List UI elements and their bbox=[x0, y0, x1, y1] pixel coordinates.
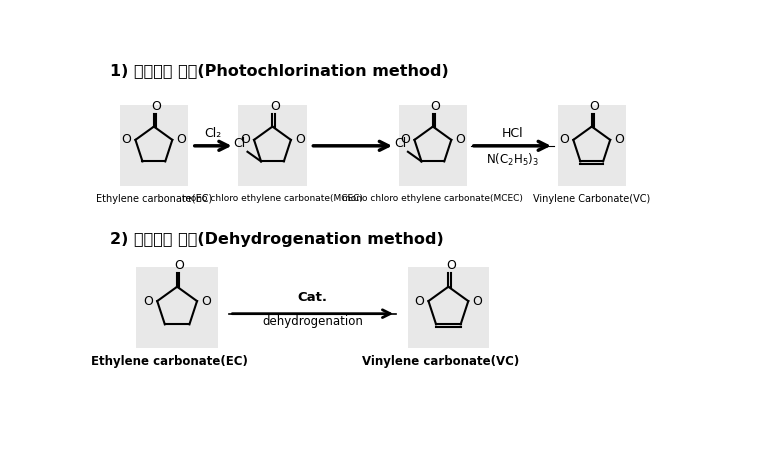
Text: O: O bbox=[143, 294, 153, 308]
Text: O: O bbox=[401, 133, 411, 147]
Text: N(C$_2$H$_5$)$_3$: N(C$_2$H$_5$)$_3$ bbox=[486, 152, 538, 168]
Text: O: O bbox=[270, 99, 280, 113]
Text: O: O bbox=[455, 133, 465, 147]
FancyBboxPatch shape bbox=[558, 105, 626, 186]
Text: O: O bbox=[446, 259, 456, 272]
FancyBboxPatch shape bbox=[119, 105, 188, 186]
Text: 1) 기존기술 공법(Photochlorination method): 1) 기존기술 공법(Photochlorination method) bbox=[110, 63, 448, 78]
Text: dehydrogenation: dehydrogenation bbox=[262, 315, 363, 328]
Text: Ethylene carbonate(EC): Ethylene carbonate(EC) bbox=[96, 194, 212, 203]
Text: 2) 신청기술 공법(Dehydrogenation method): 2) 신청기술 공법(Dehydrogenation method) bbox=[110, 232, 444, 247]
Text: O: O bbox=[201, 294, 211, 308]
Text: O: O bbox=[414, 294, 424, 308]
Text: HCl: HCl bbox=[502, 127, 523, 140]
Text: Vinylene Carbonate(VC): Vinylene Carbonate(VC) bbox=[533, 194, 650, 203]
Text: mono chloro ethylene carbonate(MCEC): mono chloro ethylene carbonate(MCEC) bbox=[182, 194, 363, 202]
Text: Cl: Cl bbox=[234, 137, 246, 150]
Text: O: O bbox=[176, 133, 186, 147]
Text: O: O bbox=[614, 133, 624, 147]
Text: O: O bbox=[151, 99, 161, 113]
Text: O: O bbox=[472, 294, 482, 308]
Text: Cat.: Cat. bbox=[298, 291, 328, 304]
Text: O: O bbox=[241, 133, 250, 147]
Text: O: O bbox=[589, 99, 599, 113]
Text: Cl: Cl bbox=[394, 137, 407, 150]
FancyBboxPatch shape bbox=[136, 267, 218, 348]
Text: O: O bbox=[560, 133, 569, 147]
Text: O: O bbox=[430, 99, 440, 113]
Text: O: O bbox=[175, 259, 185, 272]
Text: mono chloro ethylene carbonate(MCEC): mono chloro ethylene carbonate(MCEC) bbox=[342, 194, 523, 202]
Text: Cl₂: Cl₂ bbox=[205, 127, 222, 140]
FancyBboxPatch shape bbox=[238, 105, 306, 186]
FancyBboxPatch shape bbox=[408, 267, 489, 348]
Text: Ethylene carbonate(EC): Ethylene carbonate(EC) bbox=[91, 355, 248, 368]
FancyBboxPatch shape bbox=[399, 105, 467, 186]
Text: Vinylene carbonate(VC): Vinylene carbonate(VC) bbox=[362, 355, 519, 368]
Text: O: O bbox=[295, 133, 305, 147]
Text: O: O bbox=[122, 133, 132, 147]
